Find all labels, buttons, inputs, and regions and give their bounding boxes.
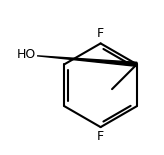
- Polygon shape: [37, 56, 137, 66]
- Text: F: F: [97, 130, 104, 143]
- Text: HO: HO: [17, 48, 36, 61]
- Text: F: F: [97, 27, 104, 40]
